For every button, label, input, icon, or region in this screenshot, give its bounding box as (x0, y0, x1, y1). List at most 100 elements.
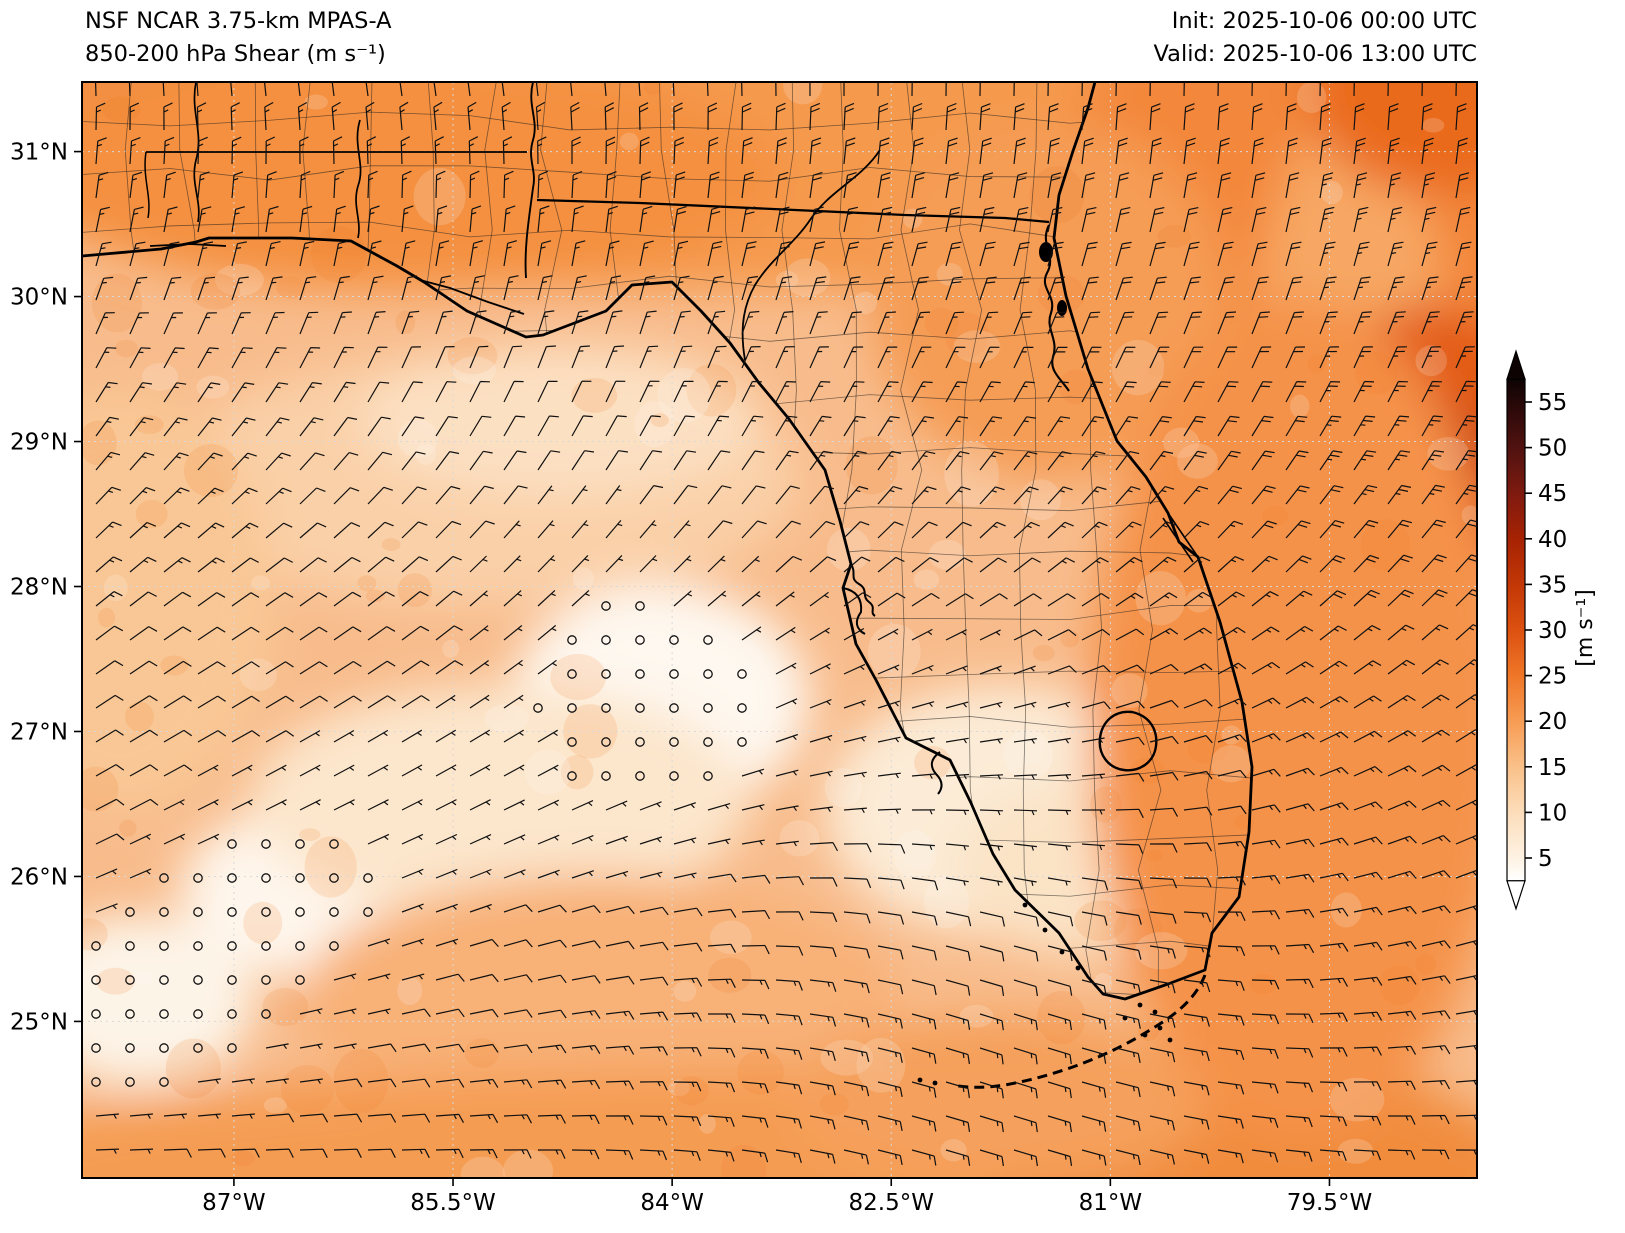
wind-barb (503, 904, 533, 913)
wind-barb (1013, 629, 1043, 641)
wind-barb (1149, 628, 1179, 641)
wind-barb (1421, 589, 1448, 607)
wind-barb (1183, 842, 1213, 852)
wind-barb (366, 136, 377, 165)
wind-barb (1149, 556, 1177, 573)
wind-barb (1455, 904, 1477, 913)
wind-barb (1149, 877, 1178, 889)
wind-barb (163, 1113, 187, 1119)
wind-barb (433, 101, 443, 131)
wind-barb (1217, 1013, 1245, 1026)
wind-barb (163, 452, 189, 471)
wind-barb (1455, 1044, 1477, 1051)
wind-barb (843, 206, 858, 233)
wind-barb (979, 206, 995, 233)
wind-barb (1353, 346, 1373, 369)
wind-barb (265, 592, 294, 607)
wind-barb (1081, 877, 1109, 891)
wind-barb (95, 764, 125, 777)
wind-barb (1081, 311, 1101, 335)
wind-barb (639, 485, 664, 505)
wind-barb (1013, 1013, 1038, 1031)
wind-barb (775, 346, 795, 369)
wind-barb (945, 276, 963, 301)
wind-barb (299, 1078, 323, 1084)
wind-barb (503, 764, 525, 777)
wind-barb (299, 1008, 323, 1015)
wind-barb (1387, 905, 1417, 915)
wind-barb (741, 380, 762, 403)
wind-barb (673, 1081, 702, 1092)
wind-barb (1081, 241, 1098, 267)
wind-barb (707, 102, 718, 131)
wind-barb (1082, 809, 1105, 815)
wind-barb (673, 485, 698, 505)
wind-barb (231, 695, 260, 709)
wind-barb (129, 487, 156, 505)
wind-barb (1149, 735, 1179, 745)
wind-barb (707, 943, 737, 953)
wind-barb (1081, 103, 1093, 131)
wind-barb (1013, 137, 1026, 165)
wind-barb (1183, 207, 1199, 233)
wind-barb (1319, 206, 1335, 233)
wind-barb (367, 833, 390, 845)
wind-barb (1081, 207, 1097, 233)
wind-barb (775, 1081, 803, 1095)
wind-barb (843, 1081, 870, 1097)
wind-barb (775, 415, 798, 437)
wind-barb (775, 733, 798, 743)
wind-barb (673, 1047, 702, 1057)
wind-barb (843, 311, 862, 335)
x-tick-label: 85.5°W (410, 1190, 495, 1216)
wind-barb (809, 1149, 836, 1164)
wind-barb (605, 450, 628, 471)
wind-barb (1081, 416, 1104, 437)
wind-barb (604, 82, 607, 97)
wind-barb (605, 1115, 634, 1125)
wind-barb (605, 380, 626, 403)
wind-barb (367, 275, 384, 301)
wind-barb (1421, 870, 1451, 879)
wind-barb (163, 487, 190, 505)
wind-barb (1455, 834, 1477, 845)
wind-barb (1285, 943, 1315, 954)
wind-barb (299, 1043, 323, 1050)
wind-barb (1081, 82, 1083, 97)
wind-barb (979, 774, 1004, 780)
wind-barb (433, 82, 437, 97)
y-tick-label: 29°N (10, 430, 68, 456)
wind-barb (1353, 311, 1372, 335)
wind-barb (639, 906, 669, 916)
wind-barb (1251, 520, 1277, 539)
wind-barb (299, 730, 321, 743)
wind-barb (1081, 1047, 1107, 1064)
wind-barb (1047, 82, 1049, 97)
wind-barb (502, 136, 513, 165)
wind-barb (333, 1043, 357, 1050)
wind-barb (571, 380, 592, 403)
wind-barb (673, 240, 689, 267)
x-tick-label: 87°W (202, 1190, 266, 1216)
wind-barb (639, 836, 663, 845)
wind-barb (605, 345, 625, 369)
wind-barb (1421, 1010, 1451, 1020)
wind-barb (639, 240, 654, 267)
wind-barb (129, 102, 140, 131)
wind-barb (1013, 843, 1037, 851)
wind-barb (877, 1115, 903, 1132)
wind-barb (775, 591, 795, 607)
wind-barb (95, 833, 125, 845)
wind-barb (333, 522, 361, 539)
wind-barb (367, 170, 378, 199)
calm-circle (567, 737, 577, 747)
wind-barb (673, 206, 687, 233)
wind-barb (741, 415, 764, 437)
wind-barb (979, 276, 997, 301)
wind-barb (197, 276, 216, 301)
wind-barb (1285, 1013, 1314, 1024)
wind-barb (1387, 1080, 1416, 1090)
wind-barb (503, 450, 527, 471)
wind-barb (1183, 877, 1212, 888)
wind-barb (1115, 911, 1142, 925)
